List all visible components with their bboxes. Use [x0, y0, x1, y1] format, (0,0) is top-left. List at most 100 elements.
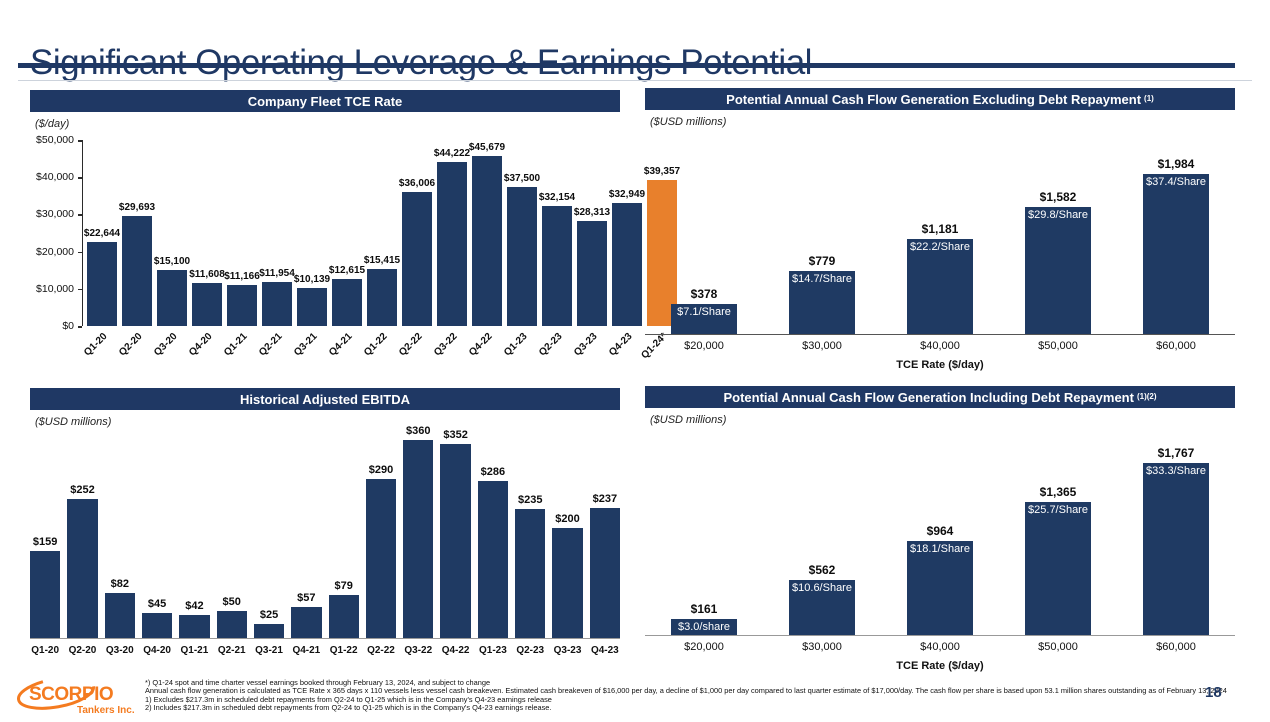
bar-column: $235 — [515, 440, 546, 638]
bar-column: $32,949 Q4-23 — [607, 140, 645, 358]
x-category-text: Q2-22 — [397, 331, 425, 359]
bar-value-label: $352 — [443, 429, 468, 442]
tce-chart-area: $50,000 $40,000 $30,000 $20,000 $10,000 $0 $2… — [30, 134, 680, 361]
bar-column: $11,166 Q1-21 — [222, 140, 259, 359]
bar — [192, 282, 222, 326]
bar — [367, 268, 397, 326]
y-tick-mark — [78, 177, 82, 179]
y-tick-mark — [78, 251, 82, 254]
x-tick-label: Q1-20 — [31, 645, 60, 656]
x-tick-label: $60,000 — [1156, 340, 1196, 352]
chart-header-excluding-debt: Potential Annual Cash Flow Generation Ex… — [645, 88, 1235, 110]
x-category-text: Q2-23 — [537, 331, 565, 359]
bar-column: $29,693 Q2-20 — [117, 140, 155, 359]
per-share-label: $18.1/Share — [910, 543, 970, 555]
x-tick-label: Q3-20 — [105, 645, 134, 656]
bar: $25.7/Share — [1025, 501, 1091, 635]
bar-column: $562 $10.6/Share — [763, 440, 881, 635]
bar — [472, 156, 502, 326]
bar — [515, 508, 546, 638]
bar-column: $352 — [440, 429, 471, 638]
bar — [403, 440, 434, 638]
x-tick-row: Q1-20 Q2-20 Q3-20 Q4-20 Q1-21 Q2-21 Q3-21 Q4-21… — [30, 638, 620, 656]
y-tick-label: $40,000 — [36, 171, 74, 184]
bar-value-label: $39,357 — [643, 165, 681, 177]
bar — [87, 241, 117, 326]
bar-plot-row: $378 $7.1/Share $779 $14.7/Share $1,181 $22.2… — [645, 157, 1235, 334]
bar-value-label: $57 — [297, 591, 316, 604]
bar-value-label: $1,365 — [1039, 484, 1077, 499]
bar-column: $10,139 Q3-21 — [292, 140, 331, 358]
bar-value-label: $1,984 — [1157, 157, 1195, 172]
bar-column: $32,154 Q2-23 — [537, 140, 575, 358]
bar-column: $57 — [291, 440, 322, 638]
bar — [253, 624, 285, 638]
panel-cash-flow-excluding-debt: Potential Annual Cash Flow Generation Ex… — [645, 88, 1235, 371]
y-axis: $50,000 $40,000 $30,000 $20,000 $10,000 $0 — [30, 134, 83, 332]
x-tick-label: Q1-23 — [479, 645, 507, 656]
bar-value-label: $562 — [808, 563, 836, 578]
tce-bar-plot: $22,644 Q1-20 $29,693 Q2-20 $15,100 Q3-20 $11,… — [82, 140, 681, 362]
chart-title: Company Fleet TCE Rate — [247, 93, 403, 109]
bar — [402, 192, 432, 326]
bar-plot-row: $159 $252 $82 $45 $42 $50 $25 $57 $79 $290 $360 $35… — [30, 425, 620, 638]
y-tick-mark — [78, 140, 82, 142]
bar: $3.0/share — [671, 619, 737, 635]
x-axis-title: TCE Rate ($/day) — [896, 359, 984, 371]
x-category-text: Q4-22 — [467, 331, 495, 359]
bar-column: $286 — [477, 440, 509, 638]
bar-plot-row: $161 $3.0/share $562 $10.6/Share $964 $18.1/S… — [645, 440, 1235, 635]
y-tick-label: $30,000 — [36, 208, 74, 221]
bar-column: $12,615 Q4-21 — [327, 140, 365, 358]
x-tick-label: Q2-20 — [68, 645, 97, 656]
bar — [437, 161, 467, 326]
bar-column: $11,954 Q2-21 — [257, 140, 294, 359]
bar — [227, 284, 257, 326]
x-category-text: Q4-21 — [327, 331, 355, 359]
chart-header-tce-rate: Company Fleet TCE Rate — [30, 90, 620, 112]
bar-value-label: $82 — [110, 577, 129, 590]
bar — [297, 288, 327, 326]
bar-value-label: $360 — [406, 425, 431, 437]
bar — [104, 592, 135, 638]
bar-value-label: $42 — [185, 599, 204, 612]
x-category-text: Q3-22 — [432, 331, 460, 359]
y-tick-mark — [78, 288, 82, 291]
x-tick-label: Q3-22 — [404, 645, 433, 656]
chart-title: Potential Annual Cash Flow Generation In… — [723, 389, 1134, 405]
bar: $22.2/Share — [907, 238, 973, 334]
logo-graphic: SCORPIO Tankers Inc. — [16, 676, 135, 716]
bar-value-label: $10,139 — [293, 274, 331, 286]
bar-plot-row: $22,644 Q1-20 $29,693 Q2-20 $15,100 Q3-20 $11,… — [82, 140, 681, 362]
bar — [507, 186, 537, 326]
bar-value-label: $79 — [334, 579, 353, 592]
bar: $7.1/Share — [671, 303, 737, 334]
bar-column: $200 — [552, 440, 583, 638]
bar — [291, 606, 322, 638]
bar-column: $161 $3.0/share — [645, 440, 763, 635]
bar — [122, 215, 152, 326]
bar-column: $1,181 $22.2/Share — [881, 173, 999, 334]
bar-column: $252 — [67, 440, 98, 638]
x-category-text: Q4-20 — [187, 331, 215, 359]
x-category-text: Q1-21 — [222, 331, 250, 359]
unit-label: ($USD millions) — [35, 416, 112, 428]
bar-value-label: $1,181 — [921, 221, 959, 236]
x-tick-label: Q2-22 — [367, 645, 395, 656]
footnote-line: 2) Includes $217.3m in scheduled debt re… — [145, 702, 552, 712]
bar-column: $15,415 Q1-22 — [362, 140, 400, 359]
bar-column: $50 — [216, 440, 247, 638]
footnote-line: *) Q1-24 spot and time charter vessel ea… — [145, 678, 491, 687]
bar-value-label: $1,767 — [1157, 445, 1195, 460]
bar — [141, 613, 173, 638]
logo-subtitle-text: Tankers Inc. — [77, 705, 135, 716]
bar — [67, 499, 98, 638]
bar-value-label: $11,608 — [189, 268, 225, 280]
bar-value-label: $378 — [690, 286, 718, 301]
bar-value-label: $779 — [808, 254, 836, 269]
bar-column: $290 — [365, 440, 397, 638]
bar-value-label: $28,313 — [573, 206, 611, 218]
bar-column: $45,679 Q4-22 — [467, 140, 505, 358]
bar-column: $39,357 Q1-24* — [640, 140, 681, 362]
